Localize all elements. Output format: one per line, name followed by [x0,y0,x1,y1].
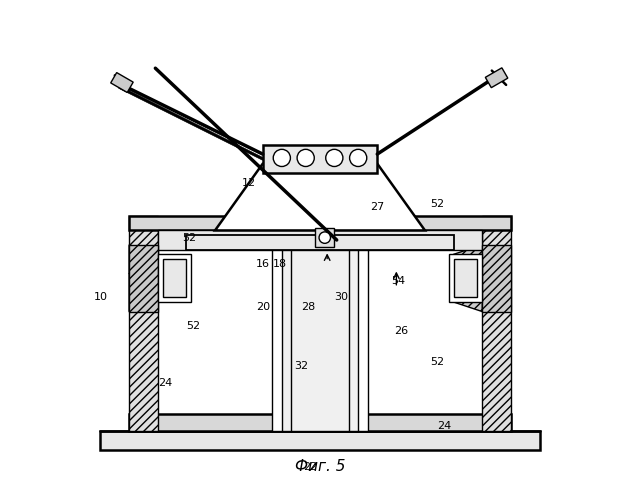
Polygon shape [454,274,483,312]
Text: 26: 26 [394,325,408,336]
Text: 27: 27 [370,202,385,212]
Text: 20: 20 [255,302,270,312]
Bar [483,245,511,312]
Bar [129,245,157,312]
Text: 16: 16 [256,259,269,269]
Text: 12: 12 [241,178,255,188]
Text: Фиг. 5: Фиг. 5 [295,459,345,474]
Text: 52: 52 [430,199,444,209]
Text: 32: 32 [294,361,308,372]
Text: 18: 18 [273,259,287,269]
Circle shape [326,149,343,167]
Text: 52: 52 [182,233,196,242]
Text: 28: 28 [301,302,315,312]
Bar [186,235,454,250]
Text: 30: 30 [335,292,348,302]
Bar [129,216,157,431]
Bar [129,414,511,431]
Text: 52: 52 [186,321,200,331]
Polygon shape [129,274,157,312]
Bar [272,230,368,431]
Bar [485,68,508,88]
Circle shape [297,149,314,167]
Bar [449,254,483,302]
Bar [129,216,511,230]
Bar [454,259,477,297]
Text: 24: 24 [158,378,172,388]
Bar [111,72,133,93]
Text: 24: 24 [437,421,451,431]
Bar [163,259,186,297]
Text: 22: 22 [303,462,317,472]
Text: 52: 52 [430,357,444,367]
Text: 10: 10 [93,292,108,302]
Circle shape [349,149,367,167]
Bar [157,254,191,302]
Polygon shape [215,164,425,230]
Bar [282,240,358,431]
Bar [100,431,540,450]
Circle shape [273,149,291,167]
Bar [483,216,511,431]
Bar [263,144,377,173]
Text: 54: 54 [392,276,406,286]
Circle shape [319,232,330,243]
Bar [316,228,334,247]
Bar [157,230,483,250]
Polygon shape [454,245,483,278]
Polygon shape [129,245,157,278]
